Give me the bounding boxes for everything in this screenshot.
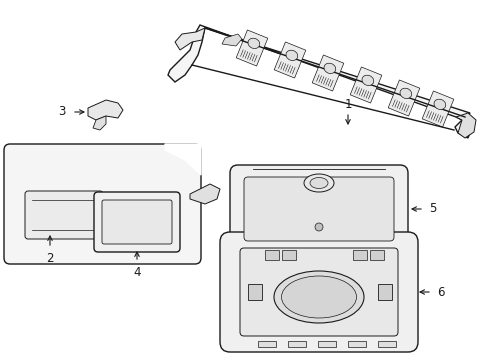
- Polygon shape: [164, 144, 201, 175]
- FancyBboxPatch shape: [94, 192, 180, 252]
- Bar: [317, 341, 335, 347]
- Ellipse shape: [324, 63, 335, 73]
- Bar: [346, 244, 361, 251]
- Polygon shape: [421, 91, 453, 127]
- Ellipse shape: [433, 99, 445, 109]
- Polygon shape: [236, 30, 267, 66]
- Bar: [377, 341, 395, 347]
- Bar: [258, 341, 275, 347]
- Polygon shape: [88, 100, 123, 120]
- Bar: [247, 284, 262, 300]
- Polygon shape: [455, 113, 475, 138]
- Ellipse shape: [281, 276, 356, 318]
- Bar: [347, 341, 365, 347]
- Polygon shape: [190, 184, 220, 204]
- Text: 5: 5: [428, 202, 436, 216]
- Polygon shape: [311, 55, 343, 91]
- FancyBboxPatch shape: [249, 215, 387, 239]
- Bar: [352, 250, 366, 260]
- Text: 4: 4: [133, 265, 141, 279]
- Bar: [282, 250, 295, 260]
- Polygon shape: [93, 116, 106, 130]
- Polygon shape: [349, 67, 381, 103]
- FancyBboxPatch shape: [4, 144, 201, 264]
- Text: 2: 2: [46, 252, 54, 265]
- Ellipse shape: [399, 88, 411, 99]
- FancyBboxPatch shape: [25, 191, 103, 239]
- Ellipse shape: [273, 271, 363, 323]
- Ellipse shape: [314, 223, 323, 231]
- Bar: [256, 220, 290, 234]
- FancyBboxPatch shape: [220, 232, 417, 352]
- Text: 1: 1: [344, 98, 351, 111]
- Polygon shape: [168, 25, 471, 138]
- Text: 3: 3: [58, 105, 65, 118]
- Ellipse shape: [309, 177, 327, 189]
- FancyBboxPatch shape: [229, 165, 407, 253]
- FancyBboxPatch shape: [240, 248, 397, 336]
- Bar: [256, 244, 271, 251]
- Bar: [315, 244, 331, 251]
- Bar: [285, 244, 302, 251]
- Ellipse shape: [285, 50, 297, 60]
- FancyBboxPatch shape: [102, 200, 172, 244]
- Polygon shape: [274, 42, 305, 78]
- Polygon shape: [175, 28, 204, 50]
- Bar: [287, 341, 305, 347]
- Bar: [346, 220, 381, 234]
- Ellipse shape: [247, 38, 259, 49]
- Polygon shape: [387, 80, 419, 116]
- Bar: [264, 250, 279, 260]
- Bar: [375, 244, 391, 251]
- Bar: [377, 284, 391, 300]
- FancyBboxPatch shape: [244, 177, 393, 241]
- Text: 6: 6: [436, 285, 444, 298]
- Ellipse shape: [304, 174, 333, 192]
- Polygon shape: [222, 34, 242, 46]
- Ellipse shape: [361, 75, 373, 86]
- Bar: [369, 250, 383, 260]
